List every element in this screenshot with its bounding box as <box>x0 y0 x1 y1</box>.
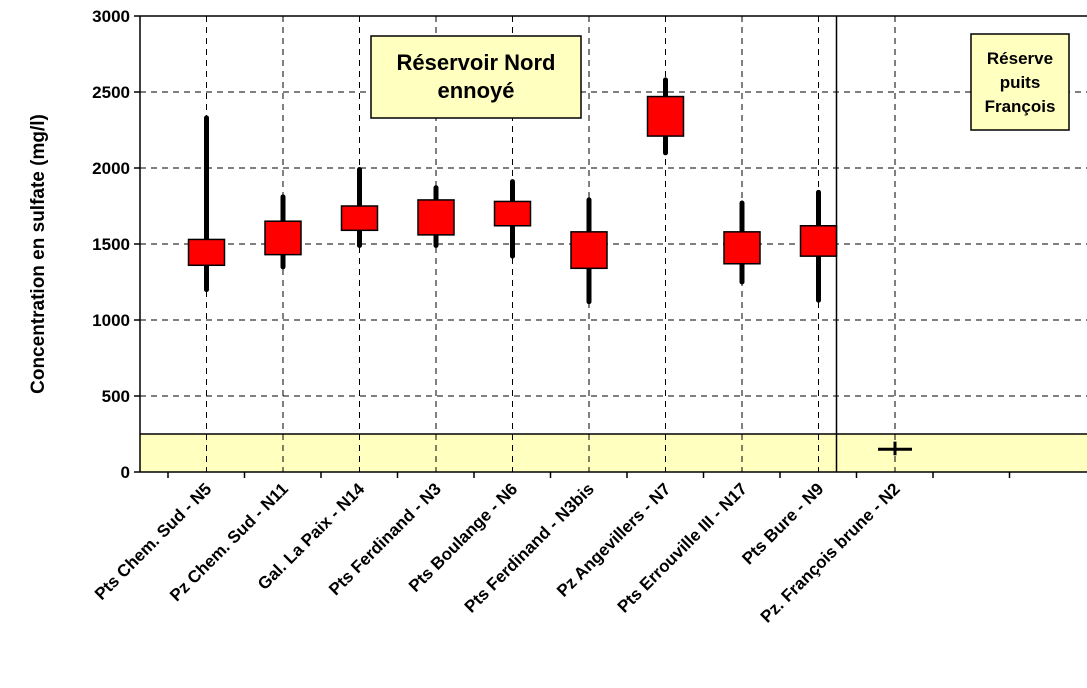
box-7 <box>646 95 685 137</box>
box-6 <box>570 231 608 270</box>
annotation-box-1: Réservoir Nord ennoyé <box>370 35 582 119</box>
y-tick-label-1000: 1000 <box>92 311 130 330</box>
box-3 <box>340 205 379 232</box>
annotation-box-2: Réserve puits François <box>970 33 1070 131</box>
y-tick-label-2000: 2000 <box>92 159 130 178</box>
y-tick-label-500: 500 <box>102 387 130 406</box>
annotation-text-1-1: Réservoir Nord <box>397 50 556 75</box>
annotation-text-2-2: puits <box>1000 73 1041 92</box>
box-5 <box>493 200 532 227</box>
annotation-box-frame-2 <box>970 33 1070 131</box>
x-tick-label-10: Pz. François brune - N2 <box>757 479 904 626</box>
low-concentration-band <box>140 434 1087 472</box>
y-tick-label-3000: 3000 <box>92 7 130 26</box>
box-1 <box>187 238 226 267</box>
y-tick-label-2500: 2500 <box>92 83 130 102</box>
y-tick-label-1500: 1500 <box>92 235 130 254</box>
x-tick-label-6: Pts Ferdinand - N3bis <box>461 479 598 616</box>
box-9 <box>799 225 838 257</box>
x-tick-label-8: Pts Errouville III - N17 <box>614 479 751 616</box>
annotation-text-1-2: ennoyé <box>437 78 514 103</box>
box-4 <box>417 199 455 236</box>
box-8 <box>723 231 761 265</box>
annotation-box-frame-1 <box>370 35 582 119</box>
annotation-text-2-3: François <box>985 97 1056 116</box>
y-tick-label-0: 0 <box>121 463 130 482</box>
y-axis-label: Concentration en sulfate (mg/l) <box>28 114 49 394</box>
box-2 <box>264 220 302 256</box>
annotation-text-2-1: Réserve <box>987 49 1053 68</box>
